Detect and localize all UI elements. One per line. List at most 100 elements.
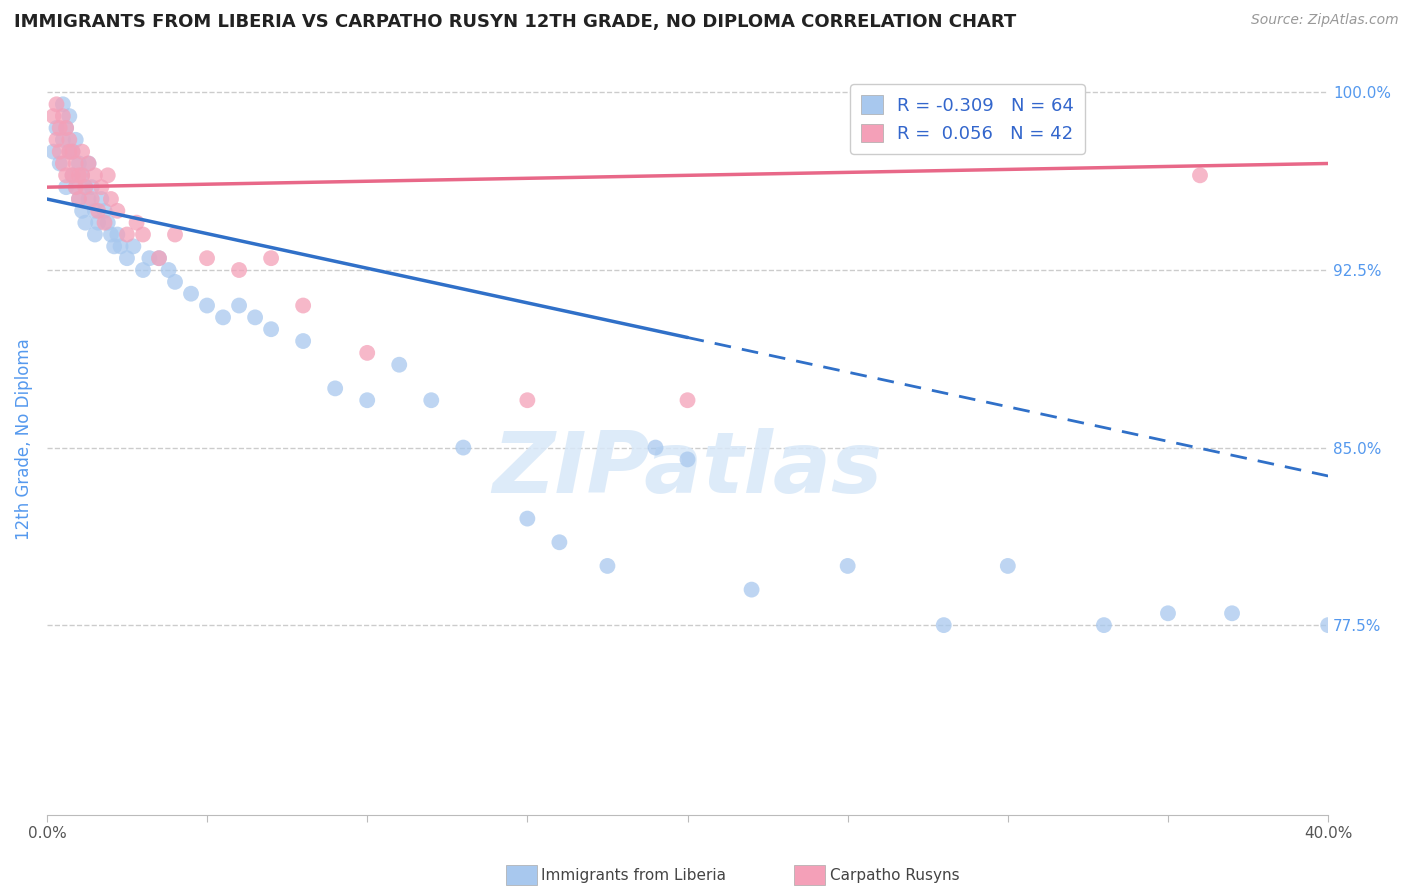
Point	[52, 97, 75, 112]
Point	[148, 251, 170, 265]
Point	[115, 251, 138, 265]
Point	[80, 192, 103, 206]
Point	[644, 441, 666, 455]
Point	[388, 358, 411, 372]
Point	[45, 133, 67, 147]
Point	[62, 145, 84, 159]
Text: IMMIGRANTS FROM LIBERIA VS CARPATHO RUSYN 12TH GRADE, NO DIPLOMA CORRELATION CHA: IMMIGRANTS FROM LIBERIA VS CARPATHO RUSY…	[14, 13, 1017, 31]
Point	[260, 251, 283, 265]
Point	[52, 156, 75, 170]
Point	[516, 511, 538, 525]
Point	[65, 180, 87, 194]
Point	[596, 558, 619, 573]
Point	[103, 239, 125, 253]
Y-axis label: 12th Grade, No Diploma: 12th Grade, No Diploma	[15, 338, 32, 541]
Point	[84, 203, 107, 218]
Point	[84, 227, 107, 242]
Point	[741, 582, 763, 597]
Point	[132, 263, 155, 277]
Point	[676, 393, 699, 408]
Point	[84, 169, 107, 183]
Point	[115, 227, 138, 242]
Point	[65, 180, 87, 194]
Point	[105, 203, 128, 218]
Point	[132, 227, 155, 242]
Point	[62, 145, 84, 159]
Point	[676, 452, 699, 467]
Point	[1220, 607, 1243, 621]
Point	[65, 156, 87, 170]
Point	[195, 299, 218, 313]
Point	[93, 203, 115, 218]
Point	[48, 120, 70, 135]
Point	[75, 180, 97, 194]
Point	[70, 145, 93, 159]
Point	[228, 299, 250, 313]
Point	[90, 180, 112, 194]
Point	[62, 169, 84, 183]
Point	[48, 156, 70, 170]
Point	[228, 263, 250, 277]
Point	[292, 334, 315, 348]
Point	[292, 299, 315, 313]
Point	[77, 192, 100, 206]
Point	[80, 180, 103, 194]
Point	[45, 97, 67, 112]
Legend: R = -0.309   N = 64, R =  0.056   N = 42: R = -0.309 N = 64, R = 0.056 N = 42	[851, 85, 1085, 153]
Point	[58, 133, 80, 147]
Text: Source: ZipAtlas.com: Source: ZipAtlas.com	[1251, 13, 1399, 28]
Point	[163, 275, 186, 289]
Point	[138, 251, 160, 265]
Point	[52, 109, 75, 123]
Point	[70, 169, 93, 183]
Point	[516, 393, 538, 408]
Point	[163, 227, 186, 242]
Point	[70, 203, 93, 218]
Point	[75, 216, 97, 230]
Point	[212, 310, 235, 325]
Point	[356, 346, 378, 360]
Point	[260, 322, 283, 336]
Point	[97, 216, 120, 230]
Text: ZIPatlas: ZIPatlas	[492, 428, 883, 511]
Point	[90, 192, 112, 206]
Point	[100, 227, 122, 242]
Point	[100, 192, 122, 206]
Point	[62, 169, 84, 183]
Point	[70, 169, 93, 183]
Point	[58, 145, 80, 159]
Point	[75, 180, 97, 194]
Point	[67, 192, 90, 206]
Point	[997, 558, 1019, 573]
Point	[67, 169, 90, 183]
Point	[42, 145, 65, 159]
Point	[110, 239, 132, 253]
Point	[93, 216, 115, 230]
Point	[243, 310, 266, 325]
Point	[157, 263, 180, 277]
Point	[453, 441, 475, 455]
Point	[77, 156, 100, 170]
Point	[1157, 607, 1180, 621]
Point	[148, 251, 170, 265]
Point	[1188, 169, 1211, 183]
Point	[55, 120, 77, 135]
Point	[48, 145, 70, 159]
Point	[105, 227, 128, 242]
Point	[97, 169, 120, 183]
Point	[323, 381, 346, 395]
Point	[77, 156, 100, 170]
Point	[58, 145, 80, 159]
Point	[180, 286, 202, 301]
Point	[1092, 618, 1115, 632]
Point	[65, 133, 87, 147]
Point	[52, 133, 75, 147]
Point	[837, 558, 859, 573]
Point	[195, 251, 218, 265]
Point	[122, 239, 145, 253]
Point	[67, 156, 90, 170]
Point	[125, 216, 148, 230]
Point	[548, 535, 571, 549]
Point	[420, 393, 443, 408]
Point	[55, 120, 77, 135]
